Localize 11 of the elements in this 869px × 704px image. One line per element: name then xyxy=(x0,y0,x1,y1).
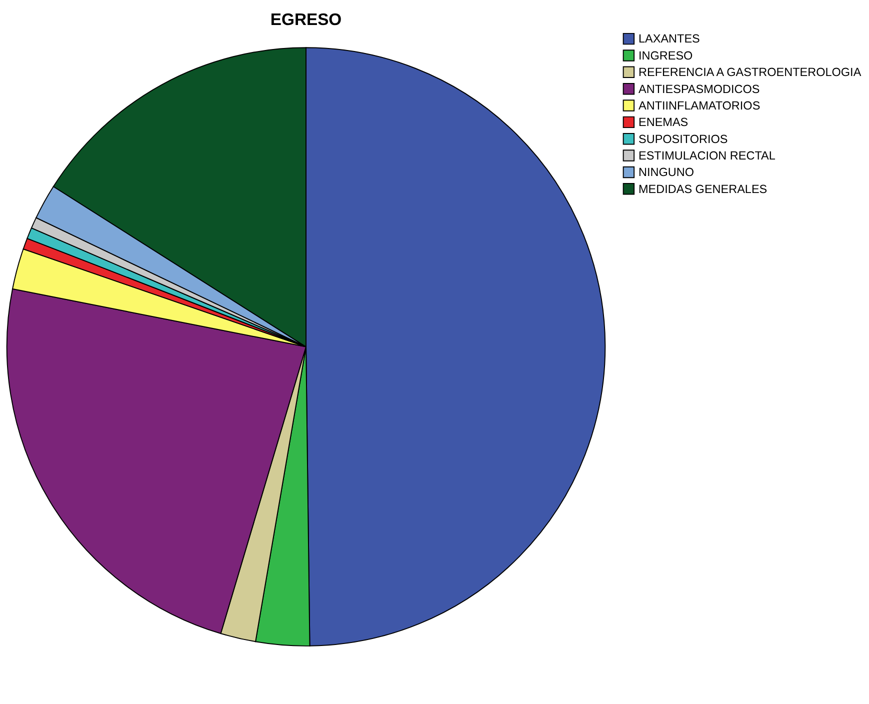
legend-label: NINGUNO xyxy=(638,166,694,180)
legend-label: ANTIESPASMODICOS xyxy=(638,82,760,96)
chart-title: EGRESO xyxy=(270,10,342,30)
legend-label: ESTIMULACION RECTAL xyxy=(638,149,776,162)
legend-label: SUPOSITORIOS xyxy=(638,132,728,146)
legend-label: REFERENCIA A GASTROENTEROLOGIA xyxy=(638,66,862,80)
legend-label: LAXANTES xyxy=(638,32,700,46)
legend-label: INGRESO xyxy=(638,49,693,62)
legend-label: ANTIINFLAMATORIOS xyxy=(638,99,760,112)
legend-label: ENEMAS xyxy=(638,116,688,130)
legend-label: MEDIDAS GENERALES xyxy=(638,182,768,196)
